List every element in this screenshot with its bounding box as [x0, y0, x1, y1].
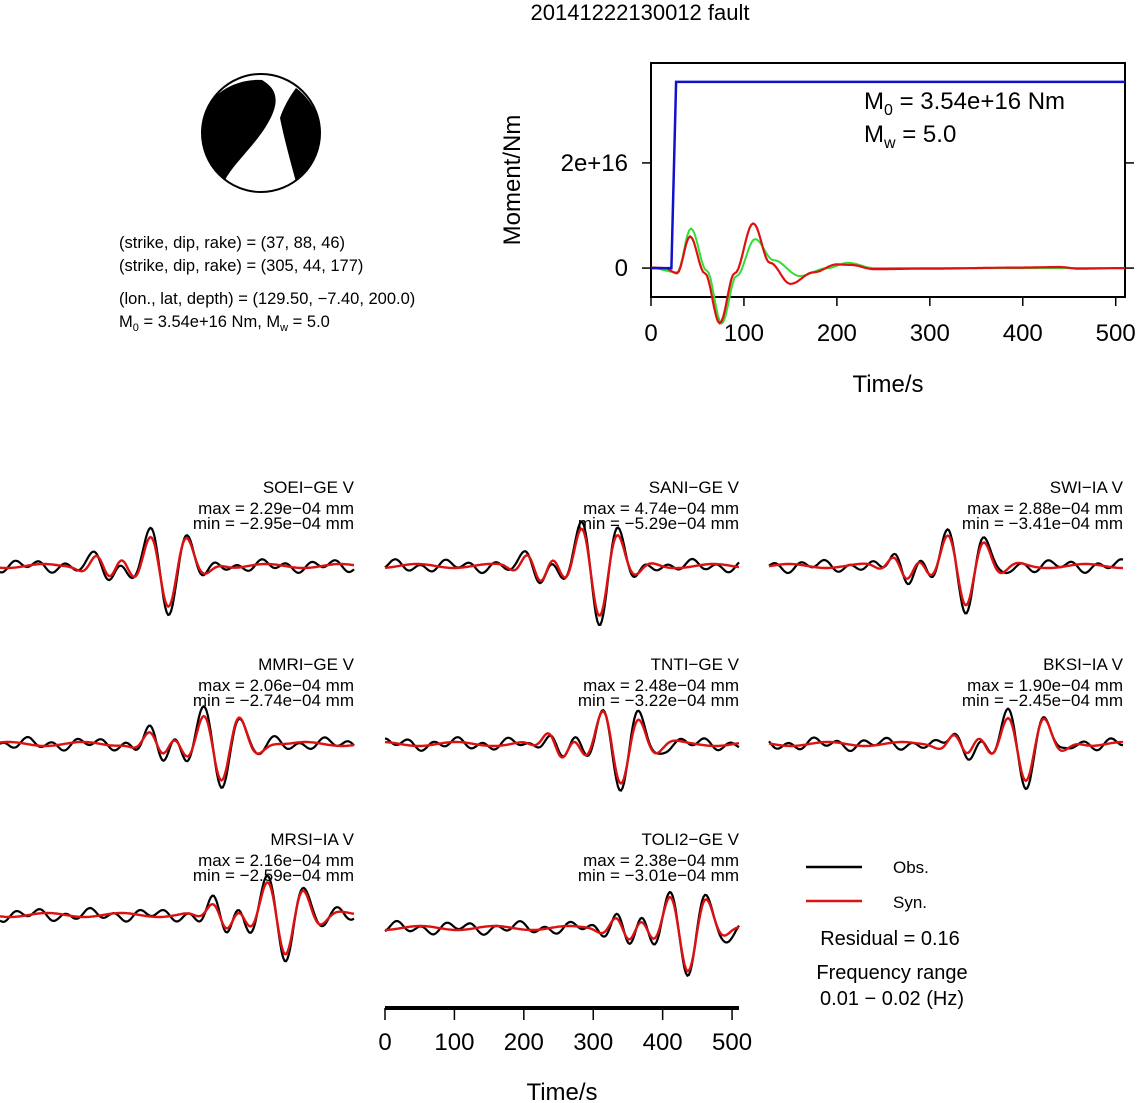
moment-ylabel: Moment/Nm — [499, 115, 526, 246]
synthetic-waveform — [384, 709, 740, 786]
waveform-xtick-label: 400 — [643, 1029, 683, 1056]
moment-xtick-label: 100 — [724, 320, 764, 347]
station-name: SWI−IA V — [1050, 478, 1124, 497]
moment-ytick-label: 0 — [615, 255, 628, 282]
observed-waveform — [768, 707, 1124, 791]
station-max: max = 2.38e−04 mm — [583, 851, 739, 870]
moment-chart: Moment/Nm Time/s M0 = 3.54e+16 Nm Mw = 5… — [499, 62, 1136, 398]
waveform-xtick-label: 300 — [573, 1029, 613, 1056]
moment-mw-annotation: Mw = 5.0 — [864, 121, 956, 152]
station-name: MRSI−IA V — [270, 830, 354, 849]
residual-text: Residual = 0.16 — [820, 928, 960, 950]
synthetic-waveform — [768, 534, 1123, 607]
waveform-xlabel: Time/s — [526, 1079, 597, 1103]
mechanism-line-2: (strike, dip, rake) = (305, 44, 177) — [119, 257, 363, 275]
station-name: BKSI−IA V — [1043, 655, 1124, 674]
moment-ytick-label: 2e+16 — [561, 150, 628, 177]
waveform-xtick-label: 0 — [378, 1029, 391, 1056]
station-name: MMRI−GE V — [258, 655, 355, 674]
synthetic-waveform — [0, 535, 355, 609]
station-min: min = −3.41e−04 mm — [962, 514, 1123, 533]
station-name: SANI−GE V — [649, 478, 740, 497]
moment-plot-frame — [650, 62, 1126, 298]
station-name: TNTI−GE V — [651, 655, 740, 674]
station-max: max = 2.29e−04 mm — [198, 499, 354, 518]
observed-waveform — [768, 528, 1124, 615]
legend-syn-label: Syn. — [893, 893, 927, 912]
stf-red-line — [651, 222, 1125, 325]
station-name: TOLI2−GE V — [642, 830, 740, 849]
legend: Obs. Syn. Residual = 0.16 Frequency rang… — [806, 858, 968, 1010]
frequency-value: 0.01 − 0.02 (Hz) — [820, 988, 964, 1010]
moment-xtick-label: 300 — [910, 320, 950, 347]
station-min: min = −3.01e−04 mm — [578, 866, 739, 885]
synthetic-waveform — [0, 881, 355, 956]
mechanism-info: (strike, dip, rake) = (37, 88, 46) (stri… — [119, 234, 415, 334]
station-name: SOEI−GE V — [263, 478, 355, 497]
magnitude-line: M0 = 3.54e+16 Nm, Mw = 5.0 — [119, 313, 330, 334]
station-max: max = 2.16e−04 mm — [198, 851, 354, 870]
moment-xtick-label: 400 — [1003, 320, 1043, 347]
beachball-icon — [201, 73, 321, 193]
waveform-xtick-label: 100 — [434, 1029, 474, 1056]
station-max: max = 1.90e−04 mm — [967, 676, 1123, 695]
synthetic-waveform — [768, 716, 1124, 783]
mechanism-line-1: (strike, dip, rake) = (37, 88, 46) — [119, 234, 345, 252]
station-min: min = −2.45e−04 mm — [962, 691, 1123, 710]
station-min: min = −3.22e−04 mm — [578, 691, 739, 710]
synthetic-waveform — [384, 895, 740, 973]
frequency-label: Frequency range — [816, 962, 967, 984]
moment-xlabel: Time/s — [852, 371, 923, 398]
synthetic-waveform — [384, 527, 740, 617]
waveform-xtick-label: 200 — [504, 1029, 544, 1056]
station-min: min = −2.59e−04 mm — [193, 866, 354, 885]
legend-obs-label: Obs. — [893, 858, 929, 877]
waveform-xtick-label: 500 — [712, 1029, 752, 1056]
station-min: min = −2.74e−04 mm — [193, 691, 354, 710]
moment-m0-annotation: M0 = 3.54e+16 Nm — [864, 88, 1065, 119]
observed-waveform — [0, 705, 355, 789]
observed-waveform — [384, 890, 740, 978]
location-line: (lon., lat, depth) = (129.50, −7.40, 200… — [119, 290, 415, 308]
stf-green-line — [650, 227, 1125, 325]
station-max: max = 2.06e−04 mm — [198, 676, 354, 695]
synthetic-waveform — [0, 714, 355, 782]
moment-xtick-label: 200 — [817, 320, 857, 347]
station-min: min = −5.29e−04 mm — [578, 514, 739, 533]
station-max: max = 2.88e−04 mm — [967, 499, 1123, 518]
waveform-time-axis: Time/s 0 100 200 300 400 500 — [378, 1006, 752, 1103]
moment-xtick-label: 0 — [644, 320, 657, 347]
moment-xtick-label: 500 — [1096, 320, 1136, 347]
observed-waveform — [0, 874, 355, 963]
station-min: min = −2.95e−04 mm — [193, 514, 354, 533]
figure-title: 20141222130012 fault — [531, 0, 750, 25]
station-max: max = 4.74e−04 mm — [583, 499, 739, 518]
observed-waveform — [384, 708, 740, 792]
station-max: max = 2.48e−04 mm — [583, 676, 739, 695]
cumulative-moment-line — [651, 80, 1125, 270]
